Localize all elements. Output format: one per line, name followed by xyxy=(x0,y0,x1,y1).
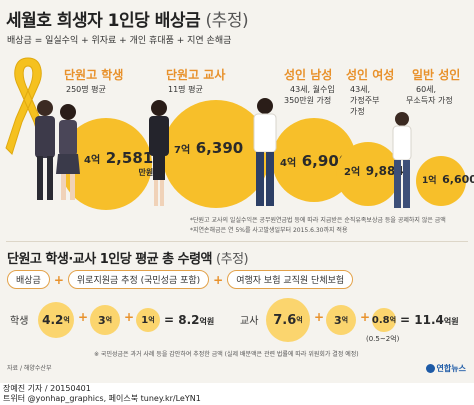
unit-eok: 억 xyxy=(63,316,70,324)
plus-icon: + xyxy=(213,272,224,287)
yonhap-logo: 연합뉴스 xyxy=(425,363,466,374)
amount-circle-general xyxy=(416,156,466,206)
student-compensation-value: 4.2 xyxy=(42,313,64,327)
amount-main-student: 4억 xyxy=(84,155,101,166)
legend-consolation: 위로지원금 추정 (국민성금 포함) xyxy=(67,270,210,289)
equals-sign: = xyxy=(164,313,175,327)
title-main: 세월호 희생자 1인당 배상금 xyxy=(6,11,201,31)
unit-eok: 억 xyxy=(389,316,397,324)
section-title: 단원고 학생·교사 1인당 평균 총 수령액 (추정) xyxy=(7,248,249,267)
amount-student: 4억 2,581 만원 xyxy=(84,148,153,178)
amount-circle-female xyxy=(336,142,400,206)
amount-unit-student: 만원 xyxy=(138,168,154,177)
footer-credit: 장예진 기자 / 20150401 xyxy=(3,384,91,393)
group-label-teacher: 단원고 교사 xyxy=(166,68,226,82)
amount-main-teacher: 7억 xyxy=(174,145,191,156)
student-insurance-value: 1 xyxy=(141,314,149,326)
teacher-compensation: 7.6 억 xyxy=(266,298,310,342)
teacher-total-value: 11.4 xyxy=(414,313,444,327)
group-desc-female-3: 가정 xyxy=(350,107,365,116)
group-desc-general-2: 무소득자 가정 xyxy=(406,96,453,105)
amount-circle-teacher xyxy=(162,100,270,208)
infographic: 세월호 희생자 1인당 배상금 (추정) 배상금 = 일실수익 + 위자료 + … xyxy=(0,0,474,383)
woman-figure-icon xyxy=(392,112,412,208)
group-desc-male-1: 43세, 월수입 xyxy=(290,85,335,94)
teacher-insurance-value: 0.8 xyxy=(371,314,390,326)
group-label-general: 일반 성인 xyxy=(412,68,461,82)
footnote: ※ 국민성금은 과거 사례 등을 감안하여 추정한 금액 (실제 배분액은 관련… xyxy=(94,351,359,358)
plus-icon: + xyxy=(53,272,64,287)
group-label-male: 성인 남성 xyxy=(284,68,333,82)
amount-main-male: 4억 xyxy=(280,158,297,169)
plus-icon: + xyxy=(124,310,135,324)
footer-social: 트위터 @yonhap_graphics, 페이스북 tuney.kr/LeYN… xyxy=(3,394,201,403)
group-desc-student: 250명 평균 xyxy=(66,85,106,94)
teacher-consolation-value: 3 xyxy=(333,313,342,327)
logo-text: 연합뉴스 xyxy=(436,364,466,373)
group-desc-teacher: 11명 평균 xyxy=(168,85,203,94)
footer: 장예진 기자 / 20150401 트위터 @yonhap_graphics, … xyxy=(0,383,474,405)
unit-eokwon: 억원 xyxy=(443,317,459,326)
formula-text: 배상금 = 일실수익 + 위자료 + 개인 휴대품 + 지연 손해금 xyxy=(7,36,232,46)
student-compensation: 4.2 억 xyxy=(38,302,74,338)
row-label-teacher: 교사 xyxy=(240,316,259,327)
amount-rest-student: 2,581 xyxy=(105,149,154,167)
unit-eok: 억 xyxy=(341,316,349,324)
group-desc-female-1: 43세, xyxy=(350,85,371,94)
student-consolation-value: 3 xyxy=(97,313,106,327)
teacher-compensation-value: 7.6 xyxy=(273,312,297,328)
note-teacher: *단원고 교사의 일실수익은 공무원연금법 등에 따라 지급받은 순직유족보상금… xyxy=(190,217,446,224)
note-delay: *지연손해금은 연 5%를 사고발생일부터 2015.6.30까지 적용 xyxy=(190,227,348,234)
amount-main-general: 1억 xyxy=(422,176,437,186)
amount-main-female: 2억 xyxy=(344,167,361,178)
row-label-student: 학생 xyxy=(10,316,29,327)
group-desc-general-1: 60세, xyxy=(416,85,437,94)
unit-eok: 억 xyxy=(296,316,303,324)
group-label-student: 단원고 학생 xyxy=(64,68,124,82)
amount-teacher: 7억 6,390 xyxy=(174,138,243,157)
legend-compensation: 배상금 xyxy=(7,270,50,289)
divider xyxy=(6,241,468,242)
student-figures-icon xyxy=(35,100,80,200)
equals-sign: = xyxy=(400,313,411,327)
section-title-main: 단원고 학생·교사 1인당 평균 총 수령액 xyxy=(7,252,213,267)
group-desc-male-2: 350만원 가정 xyxy=(284,96,332,105)
section-title-suffix: (추정) xyxy=(216,252,249,267)
group-label-female: 성인 여성 xyxy=(346,68,395,82)
unit-eok: 억 xyxy=(148,316,155,324)
student-total: = 8.2억원 xyxy=(164,313,214,327)
legend: 배상금 + 위로지원금 추정 (국민성금 포함) + 여행자 보험 교직원 단체… xyxy=(7,270,354,289)
teacher-insurance-range: (0.5~2억) xyxy=(366,335,400,343)
amount-rest-general: 6,600 xyxy=(442,173,474,186)
unit-eokwon: 억원 xyxy=(199,317,215,326)
plus-icon: + xyxy=(314,310,325,324)
source-text: 자료 / 해양수산부 xyxy=(7,365,52,372)
student-total-value: 8.2 xyxy=(178,313,200,327)
teacher-total: = 11.4억원 xyxy=(400,313,459,327)
title-suffix: (추정) xyxy=(205,11,249,31)
logo-icon xyxy=(425,364,435,373)
teacher-figure-icon xyxy=(149,100,169,206)
unit-eok: 억 xyxy=(105,316,113,324)
legend-insurance: 여행자 보험 교직원 단체보험 xyxy=(227,270,354,289)
amount-rest-teacher: 6,390 xyxy=(195,139,244,157)
teacher-insurance: 0.8 억 xyxy=(372,308,396,332)
page-title: 세월호 희생자 1인당 배상금 (추정) xyxy=(6,6,249,31)
plus-icon: + xyxy=(360,310,371,324)
male-figure-icon xyxy=(253,98,277,206)
group-desc-female-2: 가정주부 xyxy=(350,96,380,105)
amount-general: 1억 6,600 xyxy=(422,168,474,187)
plus-icon: + xyxy=(78,310,89,324)
